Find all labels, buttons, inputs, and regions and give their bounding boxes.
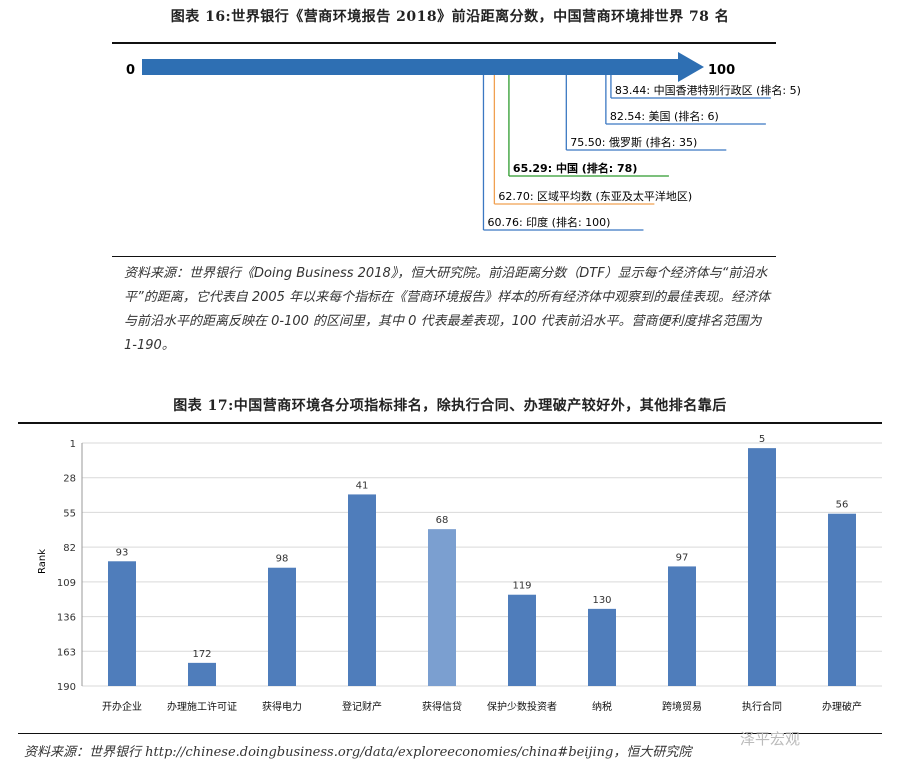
dtf-arrow-head — [678, 52, 704, 82]
category-label: 执行合同 — [742, 700, 782, 713]
rank-bar-chart: Rank 1 28 55 82 109 136 163 190 93 开办企业 172 办理施工许可… — [37, 434, 882, 713]
y-tick-label: 1 — [70, 439, 76, 450]
bar — [668, 566, 696, 686]
bar — [428, 529, 456, 686]
category-label: 跨境贸易 — [662, 700, 702, 713]
y-tick-label: 109 — [57, 578, 76, 589]
y-tick-label: 55 — [63, 508, 76, 519]
bar — [748, 448, 776, 686]
category-label: 获得信贷 — [422, 700, 462, 713]
bar-value-label: 130 — [592, 595, 611, 606]
category-label: 办理施工许可证 — [167, 700, 237, 713]
dtf-entry-label: 82.54: 美国 (排名: 6) — [610, 109, 719, 123]
dtf-entry-label: 75.50: 俄罗斯 (排名: 35) — [570, 135, 697, 149]
bar-value-label: 5 — [759, 434, 765, 445]
y-tick-label: 190 — [57, 682, 76, 693]
category-label: 获得电力 — [262, 700, 302, 713]
figure17-top-rule — [18, 422, 882, 424]
bar — [588, 608, 616, 686]
bar-value-label: 172 — [192, 649, 211, 660]
bar-value-label: 56 — [836, 500, 849, 511]
dtf-entry-label: 83.44: 中国香港特别行政区 (排名: 5) — [615, 83, 801, 97]
figure17-title: 图表 17:中国营商环境各分项指标排名，除执行合同、办理破产较好外，其他排名靠后 — [173, 398, 727, 414]
y-tick-label: 163 — [57, 647, 76, 658]
y-axis-label: Rank — [37, 549, 48, 574]
category-label: 登记财产 — [342, 700, 382, 713]
y-tick-label: 28 — [63, 474, 76, 485]
axis-end-label: 100 — [708, 63, 735, 78]
category-label: 开办企业 — [102, 700, 142, 713]
figure16-top-rule — [112, 42, 776, 44]
bar — [108, 561, 136, 686]
category-label: 办理破产 — [822, 700, 862, 713]
category-label: 保护少数投资者 — [487, 700, 557, 713]
category-label: 纳税 — [592, 700, 612, 713]
bar-value-label: 68 — [436, 515, 449, 526]
bar — [348, 494, 376, 686]
y-tick-label: 136 — [57, 613, 76, 624]
figure16-note: 资料来源：世界银行《Doing Business 2018》，恒大研究院。前沿距… — [124, 266, 771, 353]
watermark-text: 泽平宏观 — [740, 730, 801, 748]
dtf-arrow-shaft — [142, 59, 680, 75]
figure17-source: 资料来源：世界银行 http://chinese.doingbusiness.o… — [24, 745, 692, 760]
dtf-entry-label: 60.76: 印度 (排名: 100) — [487, 215, 610, 229]
bar-value-label: 41 — [356, 480, 369, 491]
dtf-entry-label: 65.29: 中国 (排名: 78) — [513, 161, 637, 175]
y-tick-label: 82 — [63, 543, 76, 554]
bar-value-label: 97 — [676, 552, 689, 563]
figure16-bottom-rule — [112, 256, 776, 257]
dtf-arrow-diagram: 0 100 83.44: 中国香港特别行政区 (排名: 5) 82.54: 美国 … — [126, 52, 801, 231]
bar — [508, 594, 536, 686]
figure17-bottom-rule — [18, 733, 882, 734]
bar — [828, 513, 856, 686]
axis-start-label: 0 — [126, 63, 135, 78]
bar — [268, 567, 296, 686]
bar — [188, 662, 216, 686]
bar-value-label: 119 — [512, 581, 531, 592]
bar-value-label: 98 — [276, 554, 289, 565]
bar-value-label: 93 — [116, 547, 129, 558]
dtf-entry-label: 62.70: 区域平均数 (东亚及太平洋地区) — [498, 189, 692, 203]
figure16-title: 图表 16:世界银行《营商环境报告 2018》前沿距离分数，中国营商环境排世界 … — [170, 9, 730, 25]
